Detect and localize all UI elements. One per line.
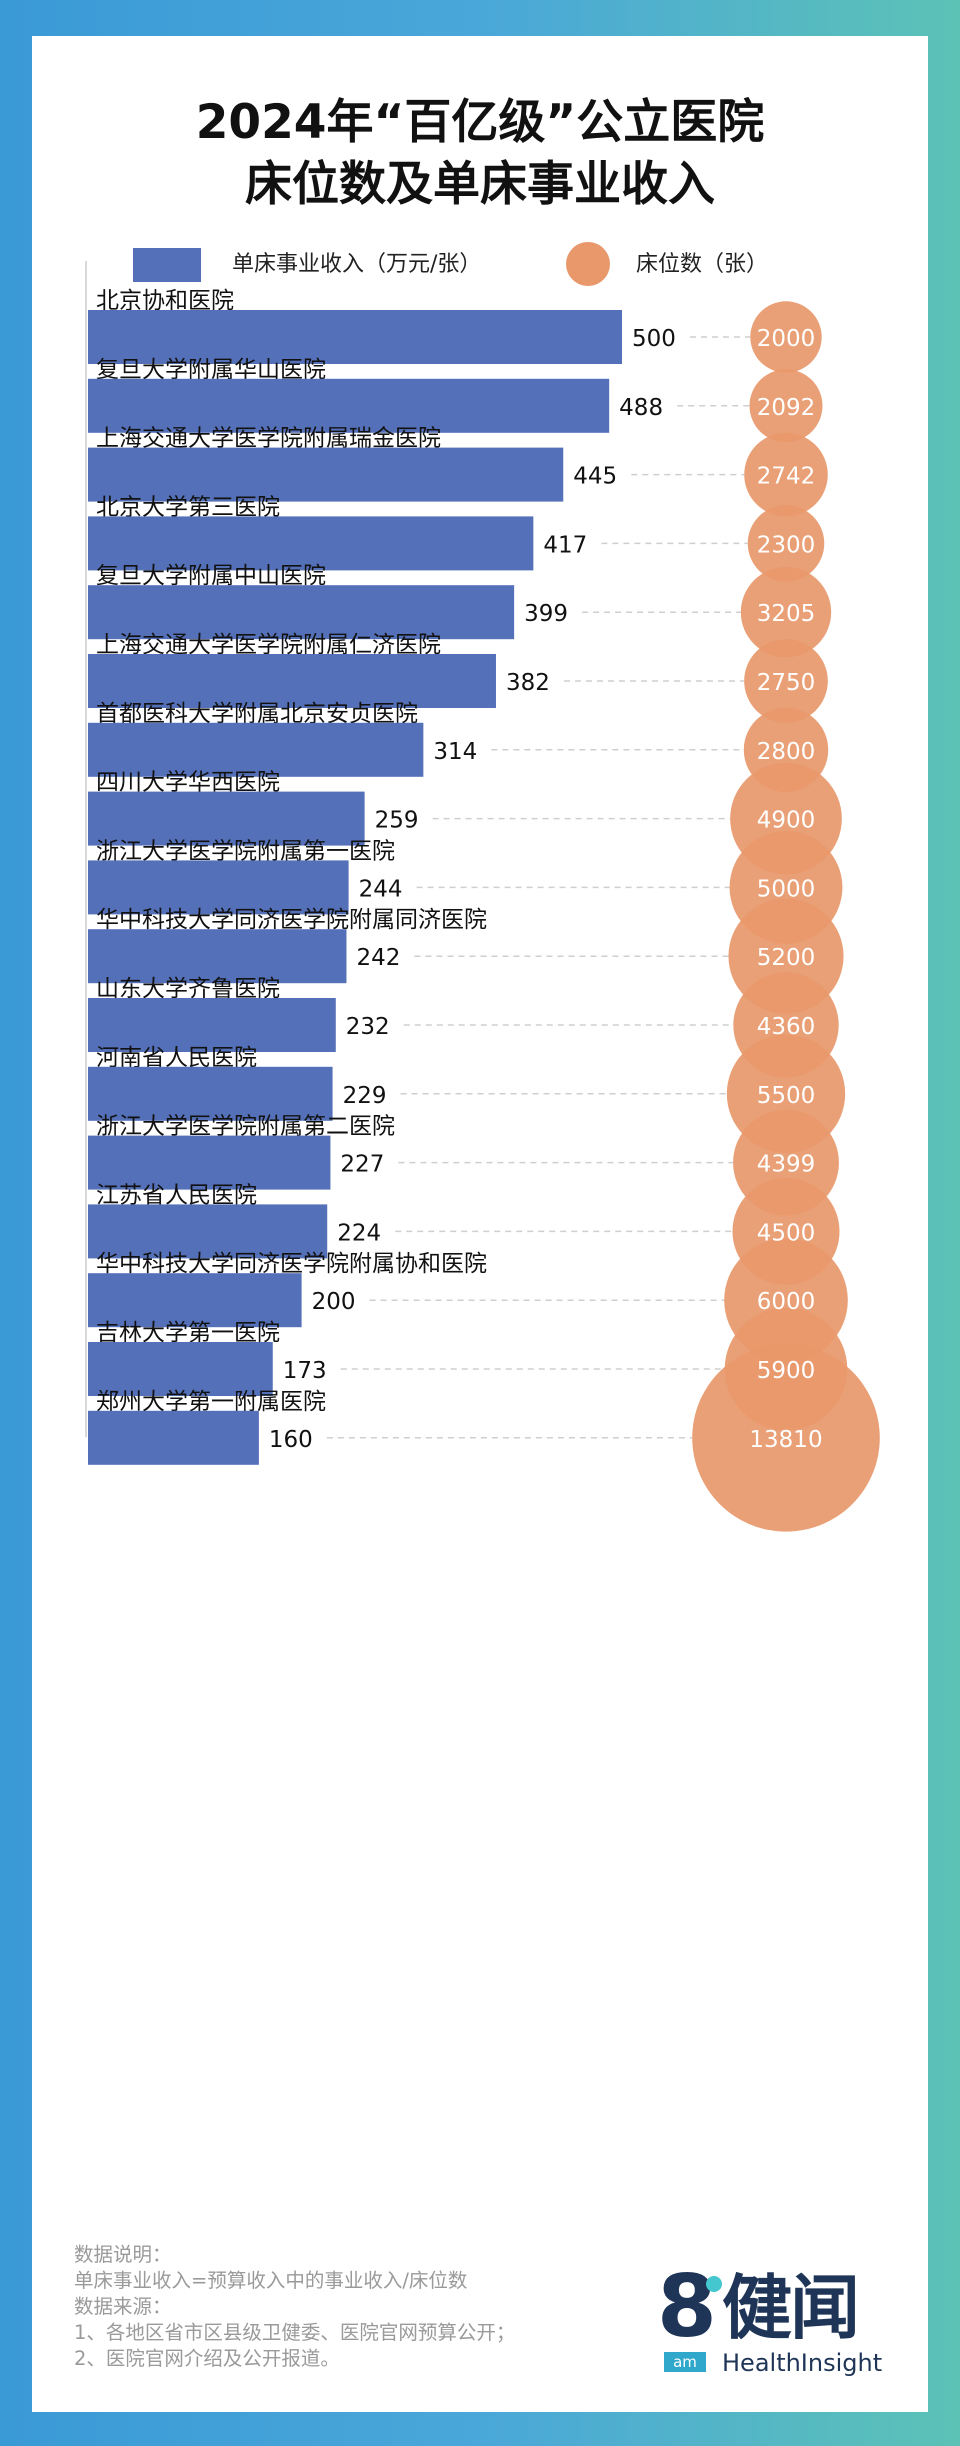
logo-name-cn: 健闻 bbox=[722, 2267, 860, 2349]
income-value-label: 259 bbox=[375, 808, 419, 834]
income-value-label: 200 bbox=[312, 1289, 356, 1315]
bed-count-bubble bbox=[744, 639, 828, 723]
income-value-label: 417 bbox=[543, 532, 587, 558]
category-label: 复旦大学附属中山医院 bbox=[96, 563, 326, 589]
income-value-label: 244 bbox=[359, 876, 403, 902]
bed-count-label: 4900 bbox=[757, 808, 816, 834]
legend-bar-swatch bbox=[133, 248, 201, 282]
legend-bubble-label: 床位数（张） bbox=[636, 252, 769, 277]
income-bar bbox=[88, 998, 336, 1052]
category-label: 上海交通大学医学院附属仁济医院 bbox=[96, 632, 441, 658]
income-bar bbox=[88, 378, 610, 433]
income-value-label: 173 bbox=[283, 1358, 327, 1384]
chart-title-line1: 2024年“百亿级”公立医院 bbox=[195, 95, 765, 150]
income-bar bbox=[88, 722, 424, 777]
income-bar bbox=[88, 1204, 328, 1259]
bed-count-bubble bbox=[747, 505, 825, 582]
note-line-3: 数据来源： bbox=[74, 2295, 172, 2318]
bed-count-label: 2800 bbox=[757, 739, 816, 765]
legend-bar-label: 单床事业收入（万元/张） bbox=[232, 252, 482, 277]
bed-count-label: 2750 bbox=[757, 670, 816, 696]
bed-count-label: 4399 bbox=[757, 1152, 816, 1178]
income-value-label: 399 bbox=[524, 601, 568, 627]
income-value-label: 227 bbox=[340, 1152, 384, 1178]
bed-count-label: 4360 bbox=[757, 1014, 816, 1040]
income-value-label: 232 bbox=[346, 1014, 390, 1040]
bed-count-label: 4500 bbox=[757, 1220, 816, 1246]
income-bar bbox=[88, 310, 622, 364]
income-bar bbox=[88, 447, 564, 502]
note-line-4: 1、各地区省市区县级卫健委、医院官网预算公开； bbox=[74, 2321, 516, 2344]
logo-dot-icon bbox=[706, 2276, 722, 2292]
income-bar bbox=[88, 929, 347, 984]
bed-count-label: 2092 bbox=[757, 395, 816, 421]
bed-count-label: 2300 bbox=[757, 532, 816, 558]
note-line-5: 2、医院官网介绍及公开报道。 bbox=[74, 2347, 340, 2370]
category-label: 上海交通大学医学院附属瑞金医院 bbox=[96, 426, 441, 452]
category-label: 华中科技大学同济医学院附属协和医院 bbox=[96, 1251, 487, 1277]
category-label: 山东大学齐鲁医院 bbox=[96, 976, 280, 1002]
income-value-label: 160 bbox=[269, 1427, 313, 1453]
income-bar bbox=[88, 860, 349, 915]
bed-count-label: 6000 bbox=[757, 1289, 816, 1315]
income-bar bbox=[88, 1066, 333, 1121]
income-value-label: 229 bbox=[343, 1083, 387, 1109]
income-bar bbox=[88, 654, 496, 708]
note-line-2: 单床事业收入=预算收入中的事业收入/床位数 bbox=[74, 2269, 468, 2292]
income-bar bbox=[88, 1273, 302, 1328]
logo-name-en: HealthInsight bbox=[722, 2349, 883, 2377]
income-bar bbox=[88, 1410, 259, 1465]
infographic-card: 2024年“百亿级”公立医院 床位数及单床事业收入 单床事业收入（万元/张） 床… bbox=[32, 36, 928, 2412]
category-label: 江苏省人民医院 bbox=[96, 1182, 257, 1208]
note-line-1: 数据说明： bbox=[74, 2243, 172, 2266]
bed-count-bubble bbox=[750, 301, 822, 373]
bed-count-label: 5900 bbox=[757, 1358, 816, 1384]
bed-count-bubble bbox=[744, 432, 828, 517]
income-bar bbox=[88, 791, 365, 846]
income-value-label: 488 bbox=[619, 395, 663, 421]
income-bar bbox=[88, 1135, 331, 1190]
bed-count-label: 3205 bbox=[757, 601, 816, 627]
bed-count-label: 5000 bbox=[757, 876, 816, 902]
bar-bubble-chart: 北京协和医院 500 复旦大学附属华山医院 488 上海交通大学医学院附属瑞金医院 445… bbox=[85, 261, 880, 1532]
income-bar bbox=[88, 585, 515, 640]
income-value-label: 224 bbox=[337, 1220, 381, 1246]
chart-title-line2: 床位数及单床事业收入 bbox=[245, 157, 715, 212]
category-label: 北京协和医院 bbox=[96, 288, 234, 314]
income-value-label: 242 bbox=[356, 945, 400, 971]
category-label: 河南省人民医院 bbox=[96, 1045, 257, 1071]
logo-mark-sub: am bbox=[664, 2352, 706, 2372]
category-label: 华中科技大学同济医学院附属同济医院 bbox=[96, 907, 487, 933]
income-value-label: 314 bbox=[433, 739, 477, 765]
income-bar bbox=[88, 1342, 273, 1396]
legend-bubble-swatch bbox=[566, 242, 610, 286]
category-label: 浙江大学医学院附属第二医院 bbox=[96, 1114, 395, 1140]
category-label: 北京大学第三医院 bbox=[96, 494, 280, 520]
bed-count-label: 5500 bbox=[757, 1083, 816, 1109]
category-label: 复旦大学附属华山医院 bbox=[96, 357, 326, 383]
bed-count-bubble bbox=[749, 369, 823, 443]
income-value-label: 382 bbox=[506, 670, 550, 696]
income-value-label: 445 bbox=[573, 464, 617, 490]
bed-count-label: 5200 bbox=[757, 945, 816, 971]
category-label: 四川大学华西医院 bbox=[96, 770, 280, 796]
category-label: 首都医科大学附属北京安贞医院 bbox=[96, 701, 418, 727]
category-label: 浙江大学医学院附属第一医院 bbox=[96, 838, 395, 864]
bed-count-label: 2000 bbox=[757, 326, 816, 352]
income-value-label: 500 bbox=[632, 326, 676, 352]
bed-count-label: 13810 bbox=[749, 1427, 822, 1453]
income-bar bbox=[88, 516, 534, 571]
category-label: 吉林大学第一医院 bbox=[96, 1320, 280, 1346]
category-label: 郑州大学第一附属医院 bbox=[96, 1389, 326, 1415]
bed-count-label: 2742 bbox=[757, 464, 816, 490]
bed-count-bubble bbox=[692, 1344, 880, 1532]
bed-count-bubble bbox=[740, 567, 832, 658]
